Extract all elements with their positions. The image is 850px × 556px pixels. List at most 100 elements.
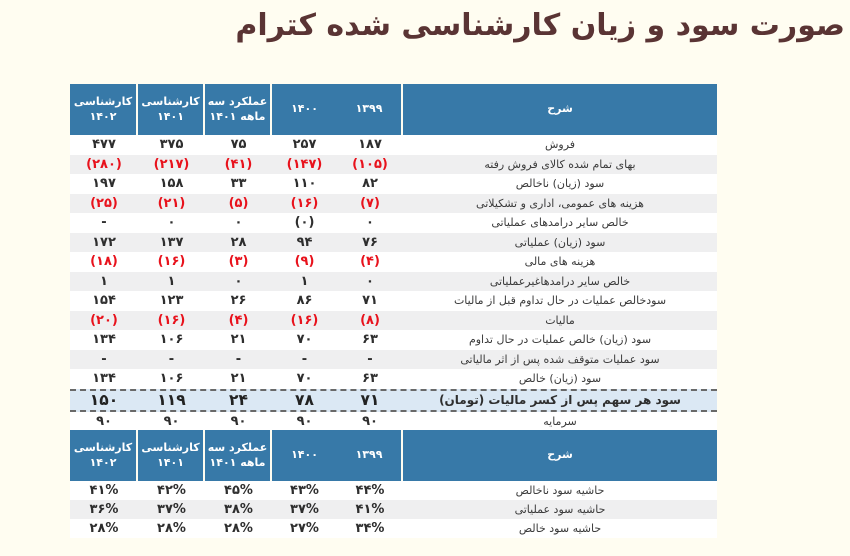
row-label: سود (زیان) خالص — [518, 372, 602, 386]
value-cell: (۵) — [228, 195, 249, 211]
value-cell: ۹۰ — [163, 413, 180, 429]
table-row: ۱۵۴ ۱۲۳ ۲۶ ۸۶ ۷۱ سودخالص عملیات در حال تداوم … — [70, 291, 717, 311]
value-cell: (۰) — [294, 215, 315, 231]
column-header-description: شرح — [547, 102, 573, 116]
value-cell: (۴) — [228, 312, 249, 328]
table-row: - ۰ ۰ (۰) ۰ خالص سایر درامدهای عملیاتی — [70, 213, 717, 233]
value-cell: ۶۳ — [362, 371, 378, 387]
table-row: ۳۶% ۳۷% ۳۸% ۳۷% ۴۱% حاشیه سود عملیاتی — [70, 500, 717, 519]
table-row: ۴۱% ۴۲% ۴۵% ۴۳% ۴۴% حاشیه سود ناخالص — [70, 481, 717, 500]
row-label: سود (زیان) خالص عملیات در حال تداوم — [468, 333, 652, 347]
value-cell: ۴۱% — [89, 483, 119, 498]
value-cell: (۱۴۷) — [286, 156, 323, 172]
value-cell: ۱۱۹ — [157, 391, 186, 409]
row-label: خالص سایر درامدهاغیرعملیاتی — [489, 274, 631, 288]
row-label: حاشیه سود ناخالص — [515, 484, 605, 497]
value-cell: (۴۱) — [224, 156, 253, 172]
column-header-expert-1402: کارشناسی ۱۴۰۲ — [70, 84, 138, 135]
value-cell: (۷) — [360, 195, 380, 211]
row-label: حاشیه سود عملیاتی — [514, 503, 606, 516]
margin-ratios-header: کارشناسی ۱۴۰۲ کارشناسی ۱۴۰۱ عملکرد سه ما… — [70, 430, 717, 481]
value-cell: (۱۸) — [90, 254, 118, 270]
row-label: هزینه های عمومی، اداری و تشکیلاتی — [476, 196, 644, 210]
value-cell: ۳۴% — [355, 521, 385, 536]
value-cell: (۳) — [228, 254, 249, 270]
value-cell: (۲۱۷) — [153, 156, 190, 172]
value-cell: (۱۶) — [290, 312, 319, 328]
row-label: حاشیه سود خالص — [518, 522, 602, 535]
value-cell: ۱۰۶ — [159, 371, 184, 387]
value-cell: ۷۵ — [230, 137, 247, 153]
table-row: ۱۳۴ ۱۰۶ ۲۱ ۷۰ ۶۳ سود (زیان) خالص عملیات در حا… — [70, 330, 717, 350]
eps-highlight-row: ۱۵۰ ۱۱۹ ۲۴ ۷۸ ۷۱ سود هر سهم پس از کسر مالیات … — [70, 388, 717, 412]
table-row: ۱ ۱ ۰ ۱ ۰ خالص سایر درامدهاغیرعملیاتی — [70, 271, 717, 291]
value-cell: ۳۸% — [224, 502, 253, 517]
value-cell: ۲۴ — [229, 391, 248, 409]
table-row: ۴۷۷ ۳۷۵ ۷۵ ۲۵۷ ۱۸۷ فروش — [70, 135, 717, 155]
value-cell: ۹۰ — [96, 413, 112, 429]
row-label: سودخالص عملیات در حال تداوم قبل از مالیا… — [453, 294, 667, 308]
value-cell: - — [168, 351, 175, 367]
row-label: سود (زیان) ناخالص — [515, 177, 605, 191]
value-cell: ۸۲ — [362, 176, 378, 192]
value-cell: (۱۶) — [157, 312, 186, 328]
row-label: مالیات — [545, 313, 575, 327]
value-cell: ۹۴ — [296, 234, 313, 250]
row-label: فروش — [544, 138, 576, 152]
column-header-q1-1401: عملکرد سه ماهه ۱۴۰۱ — [205, 84, 272, 135]
value-cell: ۲۷% — [290, 521, 319, 536]
value-cell: ۲۱ — [230, 371, 247, 387]
value-cell: ۰ — [234, 215, 243, 231]
value-cell: (۱۶) — [290, 195, 319, 211]
value-cell: ۱۸۷ — [358, 137, 382, 153]
row-label: سرمایه — [543, 414, 577, 428]
column-header-expert-1401: کارشناسی ۱۴۰۱ — [138, 430, 205, 481]
value-cell: ۰ — [167, 215, 176, 231]
value-cell: ۳۳ — [230, 176, 247, 192]
value-cell: ۱ — [167, 273, 176, 289]
table-row: (۲۰) (۱۶) (۴) (۱۶) (۸) مالیات — [70, 310, 717, 330]
table-row: (۱۸) (۱۶) (۳) (۹) (۴) هزینه های مالی — [70, 252, 717, 272]
value-cell: (۲۸۰) — [86, 156, 122, 172]
value-cell: ۷۸ — [295, 391, 314, 409]
value-cell: ۴۵% — [224, 483, 253, 498]
value-cell: (۱۶) — [157, 254, 186, 270]
value-cell: ۹۰ — [296, 413, 313, 429]
column-header-1400: ۱۴۰۰ — [291, 102, 318, 116]
margin-ratios-table: کارشناسی ۱۴۰۲ کارشناسی ۱۴۰۱ عملکرد سه ما… — [70, 430, 717, 538]
value-cell: - — [367, 351, 373, 367]
value-cell: ۱۷۲ — [92, 234, 116, 250]
income-statement-body: ۴۷۷ ۳۷۵ ۷۵ ۲۵۷ ۱۸۷ فروش (۲۸۰) (۲۱۷) (۴۱) (۱۴۷) (۱۰… — [70, 135, 717, 431]
value-cell: ۳۷% — [290, 502, 319, 517]
value-cell: ۲۸ — [230, 234, 247, 250]
table-row: ۹۰ ۹۰ ۹۰ ۹۰ ۹۰ سرمایه — [70, 411, 717, 431]
table-row: - - - - - سود عملیات متوقف شده پس از اثر مالی… — [70, 349, 717, 369]
value-cell: ۴۷۷ — [92, 137, 116, 153]
value-cell: ۱۹۷ — [92, 176, 116, 192]
value-cell: ۴۲% — [157, 483, 186, 498]
row-label: هزینه های مالی — [524, 255, 596, 269]
value-cell: ۰ — [366, 273, 374, 289]
value-cell: ۲۵۷ — [292, 137, 317, 153]
row-label: سود (زیان) عملیاتی — [514, 235, 606, 249]
value-cell: ۲۱ — [230, 332, 247, 348]
value-cell: ۷۶ — [362, 234, 378, 250]
income-statement-header: کارشناسی ۱۴۰۲ کارشناسی ۱۴۰۱ عملکرد سه ما… — [70, 84, 717, 135]
value-cell: ۱۲۳ — [159, 293, 184, 309]
table-row: (۲۸۰) (۲۱۷) (۴۱) (۱۴۷) (۱۰۵) بهای تمام شده کا… — [70, 154, 717, 174]
value-cell: ۲۶ — [230, 293, 247, 309]
value-cell: (۲۱) — [157, 195, 186, 211]
value-cell: ۳۷۵ — [159, 137, 184, 153]
column-header-expert-1402: کارشناسی ۱۴۰۲ — [70, 430, 138, 481]
table-row: ۱۷۲ ۱۳۷ ۲۸ ۹۴ ۷۶ سود (زیان) عملیاتی — [70, 232, 717, 252]
value-cell: ۳۶% — [89, 502, 119, 517]
value-cell: ۱۵۸ — [159, 176, 184, 192]
table-row: ۱۹۷ ۱۵۸ ۳۳ ۱۱۰ ۸۲ سود (زیان) ناخالص — [70, 174, 717, 194]
income-statement-table: کارشناسی ۱۴۰۲ کارشناسی ۱۴۰۱ عملکرد سه ما… — [70, 84, 717, 431]
value-cell: ۷۰ — [296, 332, 313, 348]
value-cell: - — [235, 351, 242, 367]
value-cell: ۱۵۰ — [89, 391, 119, 409]
value-cell: (۲۰) — [90, 312, 118, 328]
value-cell: (۲۵) — [90, 195, 118, 211]
